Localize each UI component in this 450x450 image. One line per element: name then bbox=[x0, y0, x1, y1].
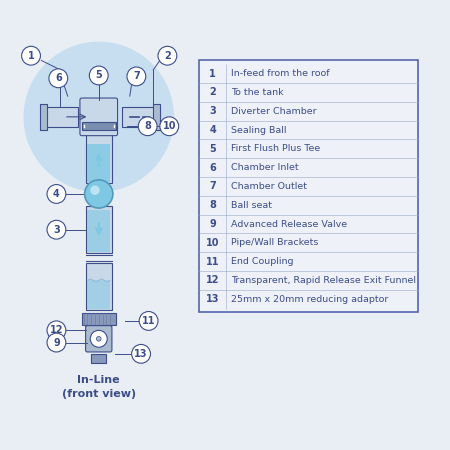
Text: Diverter Chamber: Diverter Chamber bbox=[231, 107, 317, 116]
Text: Pipe/Wall Brackets: Pipe/Wall Brackets bbox=[231, 238, 319, 248]
Text: 6: 6 bbox=[209, 162, 216, 173]
Circle shape bbox=[90, 330, 107, 347]
Text: 7: 7 bbox=[209, 181, 216, 191]
FancyBboxPatch shape bbox=[87, 280, 110, 309]
Text: 8: 8 bbox=[209, 200, 216, 210]
Text: 4: 4 bbox=[53, 189, 60, 199]
FancyBboxPatch shape bbox=[86, 263, 112, 310]
Text: 12: 12 bbox=[206, 275, 219, 285]
Text: First Flush Plus Tee: First Flush Plus Tee bbox=[231, 144, 320, 153]
Text: 5: 5 bbox=[209, 144, 216, 154]
FancyBboxPatch shape bbox=[199, 60, 418, 312]
FancyBboxPatch shape bbox=[91, 354, 106, 363]
Text: 10: 10 bbox=[206, 238, 219, 248]
Circle shape bbox=[158, 46, 177, 65]
Text: 6: 6 bbox=[55, 73, 62, 83]
FancyBboxPatch shape bbox=[86, 122, 112, 183]
Circle shape bbox=[47, 220, 66, 239]
Text: 10: 10 bbox=[162, 121, 176, 131]
Polygon shape bbox=[85, 325, 113, 330]
Text: 12: 12 bbox=[50, 325, 63, 335]
FancyBboxPatch shape bbox=[86, 206, 112, 253]
Text: In-feed from the roof: In-feed from the roof bbox=[231, 69, 330, 78]
FancyBboxPatch shape bbox=[82, 122, 116, 130]
FancyBboxPatch shape bbox=[45, 107, 78, 127]
Text: 11: 11 bbox=[206, 256, 219, 267]
Circle shape bbox=[23, 41, 174, 192]
FancyBboxPatch shape bbox=[86, 326, 112, 352]
Text: To the tank: To the tank bbox=[231, 88, 284, 97]
Text: Transparent, Rapid Release Exit Funnel: Transparent, Rapid Release Exit Funnel bbox=[231, 276, 416, 285]
Text: 1: 1 bbox=[209, 68, 216, 79]
Text: 13: 13 bbox=[134, 349, 148, 359]
Circle shape bbox=[90, 66, 108, 85]
Text: Ball seat: Ball seat bbox=[231, 201, 272, 210]
Text: 1: 1 bbox=[27, 51, 34, 61]
Circle shape bbox=[96, 337, 101, 341]
Text: 9: 9 bbox=[209, 219, 216, 229]
Text: 25mm x 20mm reducing adaptor: 25mm x 20mm reducing adaptor bbox=[231, 295, 389, 304]
Text: Advanced Release Valve: Advanced Release Valve bbox=[231, 220, 347, 229]
Text: 8: 8 bbox=[144, 121, 151, 131]
Circle shape bbox=[138, 117, 157, 135]
Circle shape bbox=[49, 69, 68, 88]
Text: 11: 11 bbox=[142, 316, 155, 326]
Text: 13: 13 bbox=[206, 294, 219, 304]
Circle shape bbox=[47, 333, 66, 352]
Circle shape bbox=[47, 184, 66, 203]
Text: 5: 5 bbox=[95, 71, 102, 81]
FancyBboxPatch shape bbox=[82, 313, 116, 325]
FancyBboxPatch shape bbox=[80, 98, 117, 135]
FancyBboxPatch shape bbox=[87, 210, 110, 252]
Circle shape bbox=[160, 117, 179, 135]
Text: End Coupling: End Coupling bbox=[231, 257, 294, 266]
Text: 7: 7 bbox=[133, 72, 140, 81]
Circle shape bbox=[139, 311, 158, 330]
FancyBboxPatch shape bbox=[153, 104, 160, 130]
Circle shape bbox=[127, 67, 146, 86]
Text: 9: 9 bbox=[53, 338, 60, 347]
Text: Chamber Inlet: Chamber Inlet bbox=[231, 163, 299, 172]
Circle shape bbox=[47, 321, 66, 340]
FancyBboxPatch shape bbox=[40, 104, 47, 130]
Text: 3: 3 bbox=[209, 106, 216, 116]
Text: 2: 2 bbox=[209, 87, 216, 97]
Circle shape bbox=[90, 185, 100, 195]
Text: Chamber Outlet: Chamber Outlet bbox=[231, 182, 307, 191]
Text: In-Line
(front view): In-Line (front view) bbox=[62, 375, 136, 399]
Text: 4: 4 bbox=[209, 125, 216, 135]
FancyBboxPatch shape bbox=[122, 107, 155, 127]
Text: 2: 2 bbox=[164, 51, 171, 61]
Circle shape bbox=[85, 180, 113, 208]
Text: Sealing Ball: Sealing Ball bbox=[231, 126, 287, 135]
Circle shape bbox=[132, 344, 150, 363]
FancyBboxPatch shape bbox=[87, 144, 110, 182]
Text: 3: 3 bbox=[53, 225, 60, 235]
Circle shape bbox=[22, 46, 40, 65]
